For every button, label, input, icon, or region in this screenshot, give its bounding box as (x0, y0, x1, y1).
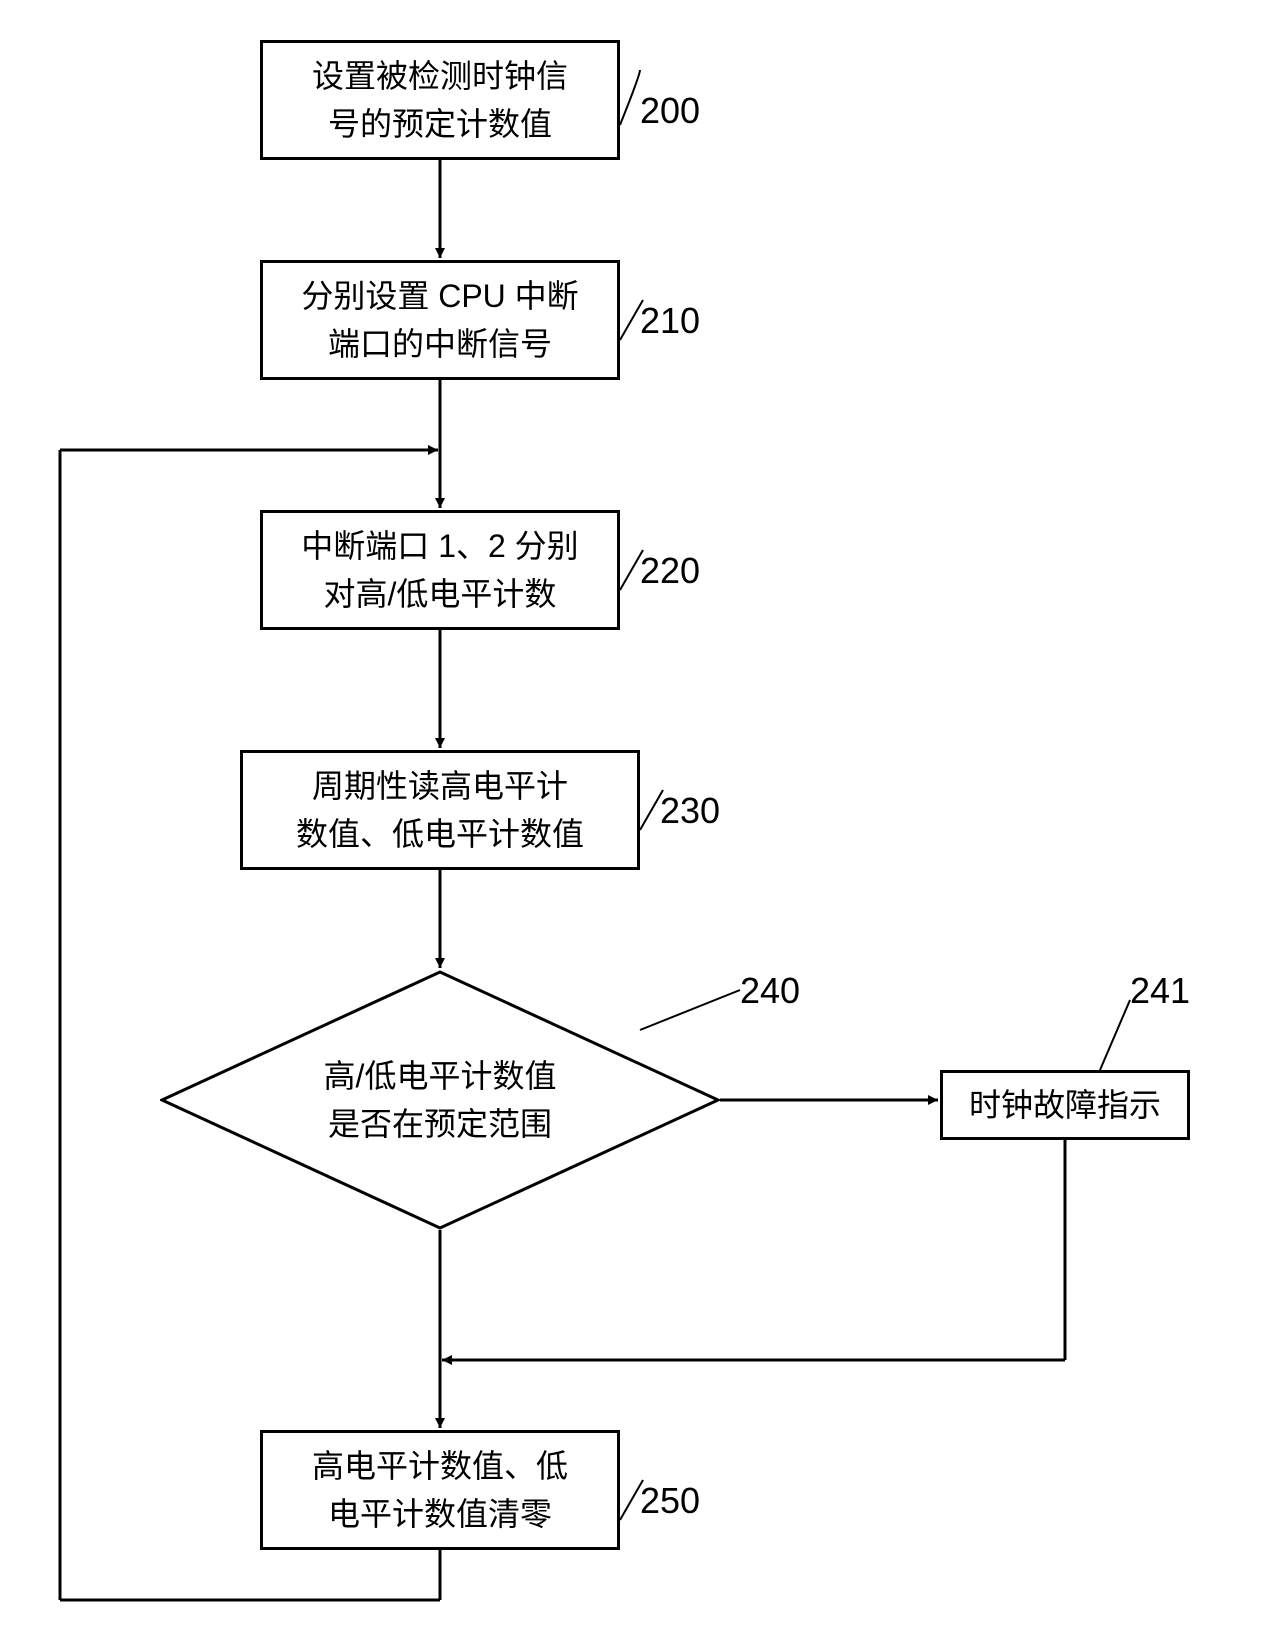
box-text: 分别设置 CPU 中断端口的中断信号 (301, 272, 578, 368)
process-box-200: 设置被检测时钟信号的预定计数值 (260, 40, 620, 160)
process-box-250: 高电平计数值、低电平计数值清零 (260, 1430, 620, 1550)
connector-lines (0, 0, 1285, 1642)
box-text: 高电平计数值、低电平计数值清零 (312, 1442, 568, 1538)
label-210: 210 (640, 300, 700, 342)
process-box-210: 分别设置 CPU 中断端口的中断信号 (260, 260, 620, 380)
label-240: 240 (740, 970, 800, 1012)
label-200: 200 (640, 90, 700, 132)
box-text: 时钟故障指示 (969, 1081, 1161, 1129)
process-box-230: 周期性读高电平计数值、低电平计数值 (240, 750, 640, 870)
box-text: 高/低电平计数值是否在预定范围 (324, 1052, 557, 1148)
label-220: 220 (640, 550, 700, 592)
label-241: 241 (1130, 970, 1190, 1012)
process-box-220: 中断端口 1、2 分别对高/低电平计数 (260, 510, 620, 630)
label-230: 230 (660, 790, 720, 832)
diamond-text-240: 高/低电平计数值是否在预定范围 (260, 1050, 620, 1150)
box-text: 设置被检测时钟信号的预定计数值 (312, 52, 568, 148)
process-box-241: 时钟故障指示 (940, 1070, 1190, 1140)
flowchart-container: 设置被检测时钟信号的预定计数值 200 分别设置 CPU 中断端口的中断信号 2… (0, 0, 1285, 1642)
label-250: 250 (640, 1480, 700, 1522)
box-text: 中断端口 1、2 分别对高/低电平计数 (301, 522, 578, 618)
box-text: 周期性读高电平计数值、低电平计数值 (296, 762, 584, 858)
